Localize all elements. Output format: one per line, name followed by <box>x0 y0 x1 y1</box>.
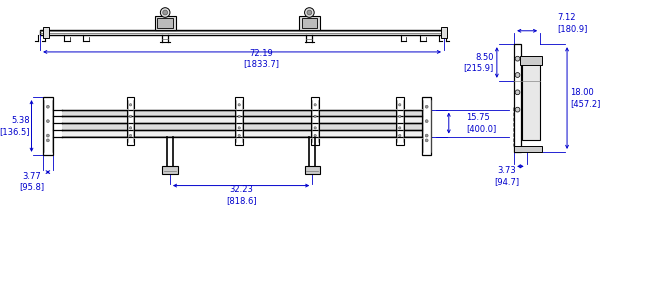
Circle shape <box>314 127 317 129</box>
Bar <box>302 18 317 28</box>
Text: 3.73
[94.7]: 3.73 [94.7] <box>494 166 519 186</box>
Bar <box>154 16 176 30</box>
Circle shape <box>46 105 49 108</box>
Circle shape <box>130 134 132 137</box>
Circle shape <box>130 115 132 118</box>
Circle shape <box>238 115 240 118</box>
Circle shape <box>314 134 317 137</box>
Bar <box>514 146 542 152</box>
Circle shape <box>426 134 428 137</box>
Bar <box>522 57 540 140</box>
Circle shape <box>238 104 240 106</box>
Circle shape <box>515 107 520 112</box>
Bar <box>162 166 178 174</box>
Text: 5.38
[136.5]: 5.38 [136.5] <box>0 116 29 136</box>
Circle shape <box>515 90 520 95</box>
Circle shape <box>426 105 428 108</box>
Text: 3.77
[95.8]: 3.77 [95.8] <box>19 172 44 191</box>
Bar <box>396 97 403 145</box>
Text: 15.75
[400.0]: 15.75 [400.0] <box>466 113 496 133</box>
Bar <box>305 166 320 174</box>
Polygon shape <box>62 109 422 137</box>
Text: 32.23
[818.6]: 32.23 [818.6] <box>226 185 257 205</box>
Circle shape <box>515 56 520 61</box>
Bar <box>422 97 432 155</box>
Circle shape <box>238 127 240 129</box>
Bar <box>311 97 319 145</box>
Circle shape <box>130 127 132 129</box>
Text: 7.12
[180.9]: 7.12 [180.9] <box>557 14 588 33</box>
Circle shape <box>426 120 428 123</box>
Text: 72.19
[1833.7]: 72.19 [1833.7] <box>243 49 279 68</box>
Circle shape <box>46 139 49 142</box>
Polygon shape <box>62 123 422 130</box>
Bar <box>235 97 243 145</box>
Polygon shape <box>62 110 422 116</box>
Circle shape <box>426 139 428 142</box>
Bar <box>299 16 320 30</box>
Polygon shape <box>62 117 422 123</box>
Circle shape <box>399 115 401 118</box>
Circle shape <box>399 127 401 129</box>
Bar <box>158 18 173 28</box>
Circle shape <box>160 8 170 17</box>
Circle shape <box>130 104 132 106</box>
Circle shape <box>238 134 240 137</box>
Circle shape <box>399 104 401 106</box>
Circle shape <box>399 134 401 137</box>
Bar <box>127 97 134 145</box>
Bar <box>40 30 444 34</box>
Circle shape <box>307 10 312 15</box>
Circle shape <box>46 120 49 123</box>
Bar <box>441 27 447 38</box>
Circle shape <box>305 8 314 17</box>
Circle shape <box>314 104 317 106</box>
Bar <box>43 27 49 38</box>
Bar <box>514 44 521 152</box>
Text: 18.00
[457.2]: 18.00 [457.2] <box>570 88 601 108</box>
Polygon shape <box>62 130 422 136</box>
Circle shape <box>314 115 317 118</box>
Text: 8.50
[215.9]: 8.50 [215.9] <box>464 53 494 72</box>
Circle shape <box>46 134 49 137</box>
Bar <box>43 97 53 155</box>
Circle shape <box>163 10 168 15</box>
Bar <box>520 56 542 65</box>
Circle shape <box>515 73 520 77</box>
